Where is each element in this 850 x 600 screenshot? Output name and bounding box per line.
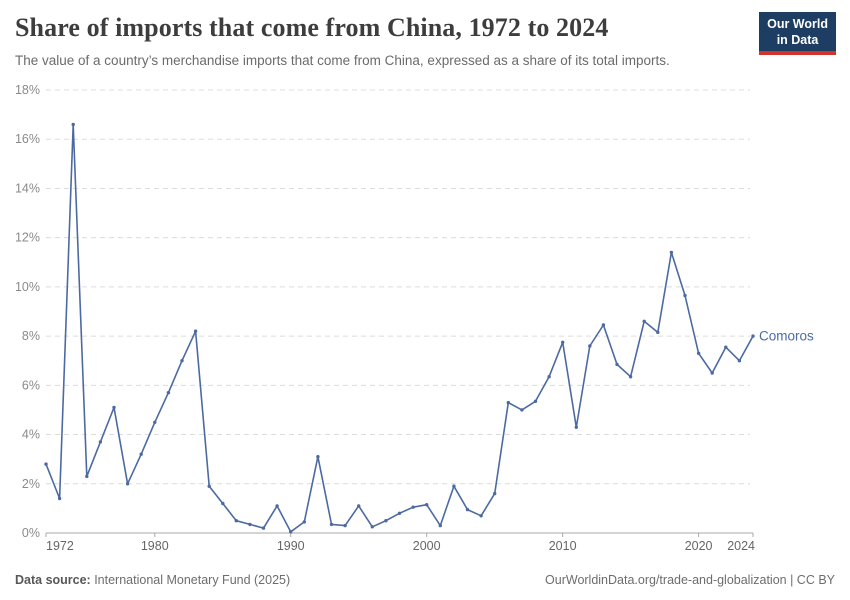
data-point[interactable] xyxy=(44,462,48,466)
data-point[interactable] xyxy=(234,519,238,523)
y-axis-tick-label: 6% xyxy=(22,378,40,392)
data-point[interactable] xyxy=(411,505,415,509)
data-source-text: International Monetary Fund (2025) xyxy=(90,573,291,587)
x-axis-tick-label: 2010 xyxy=(549,539,577,553)
data-point[interactable] xyxy=(139,452,143,456)
data-point[interactable] xyxy=(275,504,279,508)
x-axis-tick-label: 2000 xyxy=(413,539,441,553)
data-point[interactable] xyxy=(574,425,578,429)
y-axis-tick-label: 2% xyxy=(22,477,40,491)
data-point[interactable] xyxy=(547,375,551,379)
data-point[interactable] xyxy=(57,496,62,501)
chart-subtitle: The value of a country’s merchandise imp… xyxy=(15,53,670,68)
x-axis-tick-label: 2024 xyxy=(727,539,755,553)
data-point[interactable] xyxy=(452,484,456,488)
chart-title: Share of imports that come from China, 1… xyxy=(15,13,609,42)
x-axis-tick-label: 1990 xyxy=(277,539,305,553)
x-axis-tick-label: 1972 xyxy=(46,539,74,553)
data-source: Data source: International Monetary Fund… xyxy=(15,573,290,587)
data-point[interactable] xyxy=(85,474,89,479)
owid-logo[interactable]: Our World in Data xyxy=(759,12,836,56)
data-point[interactable] xyxy=(642,319,646,323)
data-point[interactable] xyxy=(302,520,306,524)
data-point[interactable] xyxy=(493,491,497,496)
y-axis-tick-label: 16% xyxy=(15,132,40,146)
license-link[interactable]: OurWorldinData.org/trade-and-globalizati… xyxy=(545,573,835,587)
data-point[interactable] xyxy=(397,511,402,515)
data-point[interactable] xyxy=(357,504,361,508)
data-point[interactable] xyxy=(221,501,225,506)
data-point[interactable] xyxy=(153,420,157,424)
owid-logo-line2: in Data xyxy=(776,32,819,47)
y-axis-tick-label: 10% xyxy=(15,280,40,294)
data-point[interactable] xyxy=(533,399,538,403)
data-point[interactable] xyxy=(669,250,674,255)
y-axis-tick-label: 8% xyxy=(22,329,40,343)
data-point[interactable] xyxy=(724,345,728,349)
data-point[interactable] xyxy=(316,455,320,459)
data-point[interactable] xyxy=(343,523,347,528)
chart-footer: Data source: International Monetary Fund… xyxy=(0,573,850,587)
data-point[interactable] xyxy=(261,526,266,530)
data-point[interactable] xyxy=(656,330,660,335)
data-point[interactable] xyxy=(751,334,755,338)
data-point[interactable] xyxy=(71,122,75,127)
data-point[interactable] xyxy=(98,440,103,444)
y-axis-tick-label: 12% xyxy=(15,231,40,245)
data-point[interactable] xyxy=(125,482,130,486)
y-axis-tick-label: 14% xyxy=(15,181,40,195)
data-point[interactable] xyxy=(425,503,429,507)
data-point[interactable] xyxy=(710,371,714,375)
data-point[interactable] xyxy=(112,405,116,410)
series-line xyxy=(45,123,754,533)
data-point[interactable] xyxy=(561,340,565,344)
data-point[interactable] xyxy=(479,514,483,518)
data-point[interactable] xyxy=(329,522,334,527)
data-point[interactable] xyxy=(628,375,633,379)
data-source-label: Data source: xyxy=(15,573,91,587)
x-axis-tick-label: 2020 xyxy=(685,539,713,553)
y-axis-tick-label: 0% xyxy=(22,526,40,540)
data-point[interactable] xyxy=(465,507,470,512)
y-axis-tick-label: 4% xyxy=(22,428,40,442)
data-point[interactable] xyxy=(438,523,442,528)
data-point[interactable] xyxy=(289,530,293,534)
data-point[interactable] xyxy=(370,525,374,529)
data-point[interactable] xyxy=(193,329,198,333)
data-point[interactable] xyxy=(520,408,524,412)
data-point[interactable] xyxy=(180,359,184,363)
data-point[interactable] xyxy=(615,362,619,367)
data-point[interactable] xyxy=(384,519,388,523)
data-point[interactable] xyxy=(696,351,701,355)
data-point[interactable] xyxy=(601,323,606,327)
data-point[interactable] xyxy=(683,293,687,298)
data-point[interactable] xyxy=(248,522,252,527)
x-axis-tick-label: 1980 xyxy=(141,539,169,553)
data-point[interactable] xyxy=(506,400,510,405)
series-label[interactable]: Comoros xyxy=(759,329,814,344)
data-point[interactable] xyxy=(207,484,211,488)
data-point[interactable] xyxy=(588,344,592,348)
owid-logo-line1: Our World xyxy=(767,17,828,31)
data-point[interactable] xyxy=(737,359,742,363)
data-point[interactable] xyxy=(166,391,171,395)
y-axis-tick-label: 18% xyxy=(15,83,40,97)
